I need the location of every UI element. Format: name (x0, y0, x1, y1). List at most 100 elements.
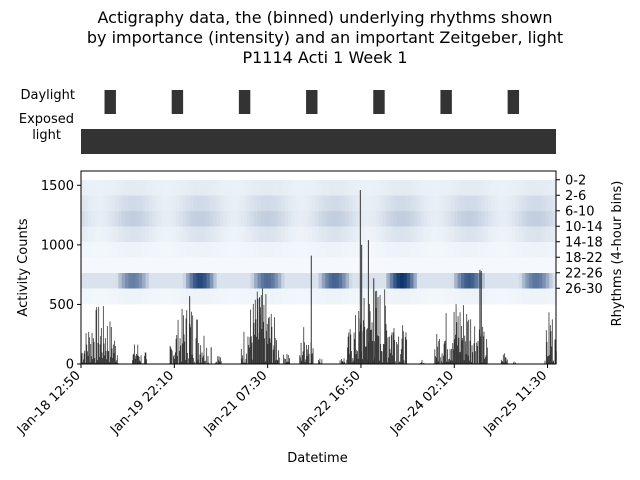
heatmap-cell (267, 211, 272, 227)
heatmap-cell (294, 242, 299, 258)
heatmap-cell (416, 180, 421, 196)
heatmap-cell (196, 257, 201, 274)
heatmap-cell (128, 242, 133, 258)
activity-bar (318, 360, 319, 364)
heatmap-cell (145, 288, 150, 305)
heatmap-cell (162, 211, 167, 227)
activity-bar (108, 362, 110, 364)
y-tick-label: 0 (66, 358, 74, 373)
heatmap-cell (131, 273, 136, 289)
heatmap-cell (159, 226, 164, 243)
activity-bar (110, 326, 112, 364)
activity-bar (176, 355, 178, 364)
heatmap-cell (247, 211, 252, 227)
activity-bar (260, 295, 262, 364)
heatmap-cell (216, 288, 221, 305)
activity-bar (368, 303, 370, 364)
heatmap-cell (379, 211, 384, 227)
heatmap-cell (539, 288, 544, 305)
heatmap-cell (264, 242, 269, 258)
heatmap-cell (209, 257, 214, 274)
activity-bar (268, 316, 270, 364)
heatmap-cell (467, 195, 472, 212)
heatmap-cell (237, 273, 242, 289)
activity-bar (251, 342, 253, 364)
heatmap-cell (545, 226, 550, 243)
heatmap-cell (335, 242, 340, 258)
activity-bar (199, 354, 201, 364)
heatmap-cell (308, 273, 313, 289)
heatmap-cell (491, 273, 496, 289)
heatmap-cell (440, 242, 445, 258)
heatmap-cell (304, 273, 309, 289)
heatmap-cell (511, 242, 516, 258)
activity-bar (81, 352, 83, 364)
activity-bar (241, 358, 243, 364)
heatmap-cell (416, 257, 421, 274)
heatmap-cell (396, 211, 401, 227)
heatmap-cell (233, 242, 238, 258)
heatmap-cell (287, 195, 292, 212)
heatmap-cell (291, 195, 296, 212)
heatmap-cell (281, 242, 286, 258)
activity-bar (197, 359, 199, 364)
heatmap-cell (430, 257, 435, 274)
heatmap-cell (257, 288, 262, 305)
heatmap-cell (433, 180, 438, 196)
heatmap-cell (220, 195, 225, 212)
heatmap-cell (206, 273, 211, 289)
heatmap-cell (260, 226, 265, 243)
heatmap-cell (277, 273, 282, 289)
heatmap-cell (91, 273, 96, 289)
activity-bar (365, 346, 367, 364)
daylight-period-2 (171, 90, 184, 114)
activity-bar (444, 341, 446, 364)
activity-bar (302, 355, 303, 364)
activity-bar (437, 346, 438, 364)
heatmap-cell (101, 226, 106, 243)
activity-spike (361, 244, 363, 364)
heatmap-cell (230, 257, 235, 274)
heatmap-cell (467, 288, 472, 305)
heatmap-cell (104, 211, 109, 227)
heatmap-cell (271, 180, 275, 196)
heatmap-cell (366, 180, 370, 196)
activity-bar (176, 335, 178, 364)
heatmap-cell (209, 180, 214, 196)
heatmap-cell (508, 273, 513, 289)
activity-bar (98, 357, 100, 364)
heatmap-cell (522, 242, 527, 258)
heatmap-cell (403, 273, 408, 289)
activity-bar (392, 332, 394, 364)
activity-bar (463, 360, 465, 364)
activity-bar (403, 360, 405, 364)
heatmap-cell (94, 242, 99, 258)
heatmap-cell (382, 257, 387, 274)
heatmap-y-tick-label: 26-30 (565, 282, 603, 297)
heatmap-cell (393, 288, 398, 305)
heatmap-cell (396, 180, 401, 196)
activity-bar (244, 362, 246, 364)
heatmap-cell (114, 211, 119, 227)
heatmap-cell (372, 288, 377, 305)
heatmap-cell (118, 226, 123, 243)
heatmap-cell (220, 273, 225, 289)
activity-bar (435, 356, 436, 364)
activity-bar (362, 359, 364, 364)
activity-bar (216, 361, 217, 364)
activity-bar (404, 337, 406, 364)
activity-bar (384, 289, 386, 364)
heatmap-cell (104, 273, 109, 289)
heatmap-cell (308, 180, 313, 196)
heatmap-cell (437, 257, 442, 274)
heatmap-cell (172, 211, 177, 227)
activity-bar (351, 362, 353, 364)
heatmap-cell (138, 195, 143, 212)
activity-bar (88, 331, 90, 364)
heatmap-cell (230, 195, 235, 212)
heatmap-cell (525, 242, 530, 258)
heatmap-cell (311, 195, 316, 212)
activity-bar (460, 351, 462, 364)
heatmap-cell (393, 226, 398, 243)
activity-bar (440, 357, 442, 364)
